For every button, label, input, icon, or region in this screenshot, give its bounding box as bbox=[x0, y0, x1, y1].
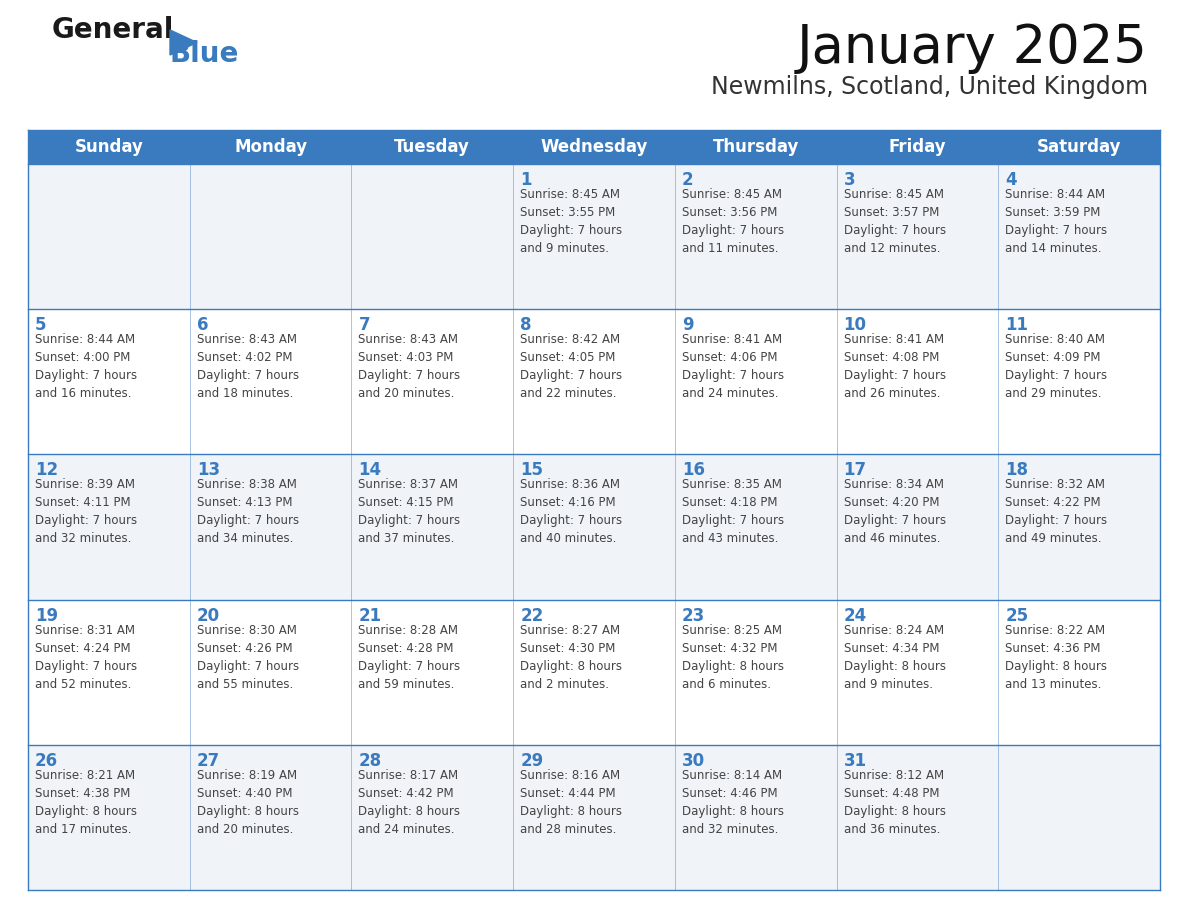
Text: 14: 14 bbox=[359, 462, 381, 479]
Text: General: General bbox=[52, 16, 175, 44]
Text: 25: 25 bbox=[1005, 607, 1029, 624]
Text: Sunrise: 8:44 AM
Sunset: 3:59 PM
Daylight: 7 hours
and 14 minutes.: Sunrise: 8:44 AM Sunset: 3:59 PM Dayligh… bbox=[1005, 188, 1107, 255]
Text: 7: 7 bbox=[359, 316, 369, 334]
Text: 21: 21 bbox=[359, 607, 381, 624]
Text: 6: 6 bbox=[197, 316, 208, 334]
Bar bbox=[29, 309, 1159, 454]
Text: 13: 13 bbox=[197, 462, 220, 479]
Text: Saturday: Saturday bbox=[1037, 138, 1121, 156]
Text: Sunrise: 8:43 AM
Sunset: 4:03 PM
Daylight: 7 hours
and 20 minutes.: Sunrise: 8:43 AM Sunset: 4:03 PM Dayligh… bbox=[359, 333, 461, 400]
Text: Sunrise: 8:39 AM
Sunset: 4:11 PM
Daylight: 7 hours
and 32 minutes.: Sunrise: 8:39 AM Sunset: 4:11 PM Dayligh… bbox=[34, 478, 137, 545]
Text: Newmilns, Scotland, United Kingdom: Newmilns, Scotland, United Kingdom bbox=[710, 75, 1148, 99]
Bar bbox=[29, 599, 1159, 744]
Text: Sunrise: 8:36 AM
Sunset: 4:16 PM
Daylight: 7 hours
and 40 minutes.: Sunrise: 8:36 AM Sunset: 4:16 PM Dayligh… bbox=[520, 478, 623, 545]
Text: 17: 17 bbox=[843, 462, 867, 479]
Text: 3: 3 bbox=[843, 171, 855, 189]
Text: Sunrise: 8:17 AM
Sunset: 4:42 PM
Daylight: 8 hours
and 24 minutes.: Sunrise: 8:17 AM Sunset: 4:42 PM Dayligh… bbox=[359, 768, 461, 835]
Text: 8: 8 bbox=[520, 316, 532, 334]
Text: Sunrise: 8:44 AM
Sunset: 4:00 PM
Daylight: 7 hours
and 16 minutes.: Sunrise: 8:44 AM Sunset: 4:00 PM Dayligh… bbox=[34, 333, 137, 400]
Bar bbox=[29, 744, 1159, 890]
Text: Sunrise: 8:27 AM
Sunset: 4:30 PM
Daylight: 8 hours
and 2 minutes.: Sunrise: 8:27 AM Sunset: 4:30 PM Dayligh… bbox=[520, 623, 623, 690]
Text: Sunrise: 8:30 AM
Sunset: 4:26 PM
Daylight: 7 hours
and 55 minutes.: Sunrise: 8:30 AM Sunset: 4:26 PM Dayligh… bbox=[197, 623, 299, 690]
Text: 4: 4 bbox=[1005, 171, 1017, 189]
Text: Sunrise: 8:34 AM
Sunset: 4:20 PM
Daylight: 7 hours
and 46 minutes.: Sunrise: 8:34 AM Sunset: 4:20 PM Dayligh… bbox=[843, 478, 946, 545]
Text: Friday: Friday bbox=[889, 138, 946, 156]
Text: 1: 1 bbox=[520, 171, 532, 189]
Text: Sunrise: 8:14 AM
Sunset: 4:46 PM
Daylight: 8 hours
and 32 minutes.: Sunrise: 8:14 AM Sunset: 4:46 PM Dayligh… bbox=[682, 768, 784, 835]
Text: 19: 19 bbox=[34, 607, 58, 624]
Text: Sunrise: 8:32 AM
Sunset: 4:22 PM
Daylight: 7 hours
and 49 minutes.: Sunrise: 8:32 AM Sunset: 4:22 PM Dayligh… bbox=[1005, 478, 1107, 545]
Text: Wednesday: Wednesday bbox=[541, 138, 647, 156]
Text: 5: 5 bbox=[34, 316, 46, 334]
Text: 15: 15 bbox=[520, 462, 543, 479]
Bar bbox=[29, 130, 1159, 164]
Text: 31: 31 bbox=[843, 752, 867, 770]
Bar bbox=[29, 454, 1159, 599]
Text: January 2025: January 2025 bbox=[797, 22, 1148, 74]
Text: 10: 10 bbox=[843, 316, 866, 334]
Text: Sunrise: 8:25 AM
Sunset: 4:32 PM
Daylight: 8 hours
and 6 minutes.: Sunrise: 8:25 AM Sunset: 4:32 PM Dayligh… bbox=[682, 623, 784, 690]
Text: Sunrise: 8:41 AM
Sunset: 4:06 PM
Daylight: 7 hours
and 24 minutes.: Sunrise: 8:41 AM Sunset: 4:06 PM Dayligh… bbox=[682, 333, 784, 400]
Text: Sunrise: 8:31 AM
Sunset: 4:24 PM
Daylight: 7 hours
and 52 minutes.: Sunrise: 8:31 AM Sunset: 4:24 PM Dayligh… bbox=[34, 623, 137, 690]
Text: 30: 30 bbox=[682, 752, 704, 770]
Text: Sunrise: 8:43 AM
Sunset: 4:02 PM
Daylight: 7 hours
and 18 minutes.: Sunrise: 8:43 AM Sunset: 4:02 PM Dayligh… bbox=[197, 333, 299, 400]
Text: 23: 23 bbox=[682, 607, 706, 624]
Text: Blue: Blue bbox=[170, 40, 239, 68]
Text: 24: 24 bbox=[843, 607, 867, 624]
Text: Thursday: Thursday bbox=[713, 138, 798, 156]
Text: Sunrise: 8:16 AM
Sunset: 4:44 PM
Daylight: 8 hours
and 28 minutes.: Sunrise: 8:16 AM Sunset: 4:44 PM Dayligh… bbox=[520, 768, 623, 835]
Text: Sunrise: 8:45 AM
Sunset: 3:56 PM
Daylight: 7 hours
and 11 minutes.: Sunrise: 8:45 AM Sunset: 3:56 PM Dayligh… bbox=[682, 188, 784, 255]
Text: 26: 26 bbox=[34, 752, 58, 770]
Text: 22: 22 bbox=[520, 607, 543, 624]
Text: Sunrise: 8:12 AM
Sunset: 4:48 PM
Daylight: 8 hours
and 36 minutes.: Sunrise: 8:12 AM Sunset: 4:48 PM Dayligh… bbox=[843, 768, 946, 835]
Text: Sunrise: 8:28 AM
Sunset: 4:28 PM
Daylight: 7 hours
and 59 minutes.: Sunrise: 8:28 AM Sunset: 4:28 PM Dayligh… bbox=[359, 623, 461, 690]
Polygon shape bbox=[170, 30, 197, 55]
Text: Sunrise: 8:42 AM
Sunset: 4:05 PM
Daylight: 7 hours
and 22 minutes.: Sunrise: 8:42 AM Sunset: 4:05 PM Dayligh… bbox=[520, 333, 623, 400]
Text: Monday: Monday bbox=[234, 138, 308, 156]
Text: 11: 11 bbox=[1005, 316, 1029, 334]
Text: Sunday: Sunday bbox=[75, 138, 144, 156]
Text: 9: 9 bbox=[682, 316, 694, 334]
Text: Sunrise: 8:21 AM
Sunset: 4:38 PM
Daylight: 8 hours
and 17 minutes.: Sunrise: 8:21 AM Sunset: 4:38 PM Dayligh… bbox=[34, 768, 137, 835]
Text: 20: 20 bbox=[197, 607, 220, 624]
Text: 16: 16 bbox=[682, 462, 704, 479]
Text: Sunrise: 8:45 AM
Sunset: 3:57 PM
Daylight: 7 hours
and 12 minutes.: Sunrise: 8:45 AM Sunset: 3:57 PM Dayligh… bbox=[843, 188, 946, 255]
Bar bbox=[29, 164, 1159, 309]
Text: Sunrise: 8:35 AM
Sunset: 4:18 PM
Daylight: 7 hours
and 43 minutes.: Sunrise: 8:35 AM Sunset: 4:18 PM Dayligh… bbox=[682, 478, 784, 545]
Text: Sunrise: 8:22 AM
Sunset: 4:36 PM
Daylight: 8 hours
and 13 minutes.: Sunrise: 8:22 AM Sunset: 4:36 PM Dayligh… bbox=[1005, 623, 1107, 690]
Text: 18: 18 bbox=[1005, 462, 1029, 479]
Text: Tuesday: Tuesday bbox=[394, 138, 470, 156]
Text: Sunrise: 8:38 AM
Sunset: 4:13 PM
Daylight: 7 hours
and 34 minutes.: Sunrise: 8:38 AM Sunset: 4:13 PM Dayligh… bbox=[197, 478, 299, 545]
Text: Sunrise: 8:19 AM
Sunset: 4:40 PM
Daylight: 8 hours
and 20 minutes.: Sunrise: 8:19 AM Sunset: 4:40 PM Dayligh… bbox=[197, 768, 298, 835]
Text: Sunrise: 8:24 AM
Sunset: 4:34 PM
Daylight: 8 hours
and 9 minutes.: Sunrise: 8:24 AM Sunset: 4:34 PM Dayligh… bbox=[843, 623, 946, 690]
Text: 2: 2 bbox=[682, 171, 694, 189]
Text: 28: 28 bbox=[359, 752, 381, 770]
Text: 29: 29 bbox=[520, 752, 543, 770]
Text: Sunrise: 8:37 AM
Sunset: 4:15 PM
Daylight: 7 hours
and 37 minutes.: Sunrise: 8:37 AM Sunset: 4:15 PM Dayligh… bbox=[359, 478, 461, 545]
Text: Sunrise: 8:41 AM
Sunset: 4:08 PM
Daylight: 7 hours
and 26 minutes.: Sunrise: 8:41 AM Sunset: 4:08 PM Dayligh… bbox=[843, 333, 946, 400]
Text: 27: 27 bbox=[197, 752, 220, 770]
Text: Sunrise: 8:40 AM
Sunset: 4:09 PM
Daylight: 7 hours
and 29 minutes.: Sunrise: 8:40 AM Sunset: 4:09 PM Dayligh… bbox=[1005, 333, 1107, 400]
Text: 12: 12 bbox=[34, 462, 58, 479]
Text: Sunrise: 8:45 AM
Sunset: 3:55 PM
Daylight: 7 hours
and 9 minutes.: Sunrise: 8:45 AM Sunset: 3:55 PM Dayligh… bbox=[520, 188, 623, 255]
